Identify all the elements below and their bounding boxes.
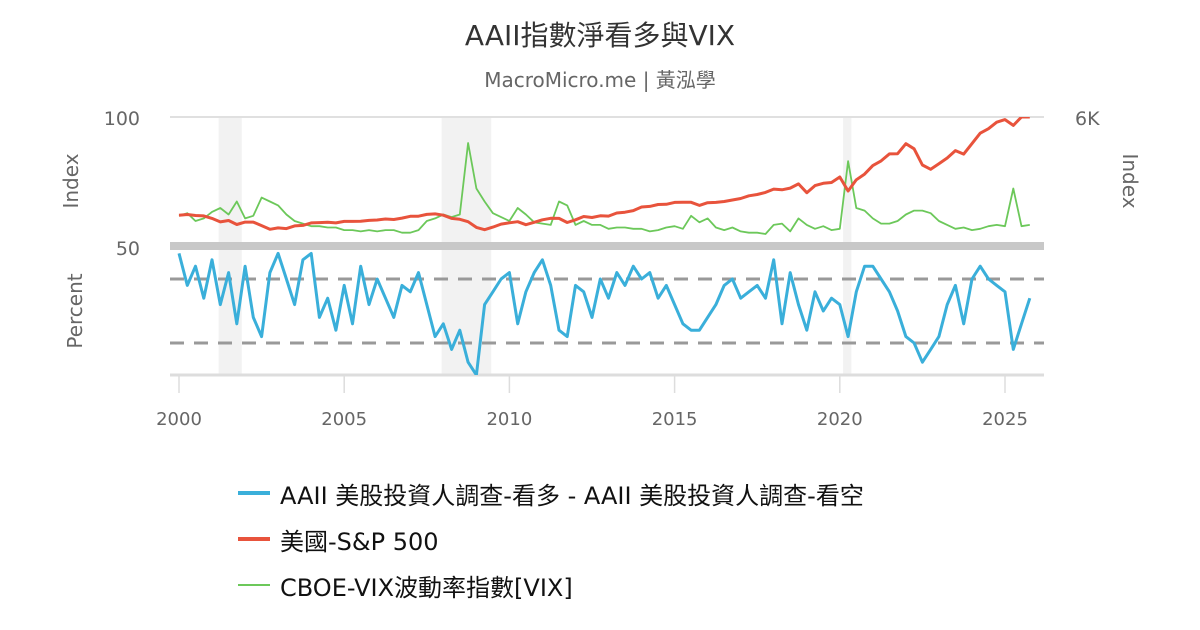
lower-axis-tick-50: 50 — [116, 238, 140, 260]
x-tick-label-2010: 2010 — [486, 409, 532, 430]
chart-title: AAII指數淨看多與VIX — [464, 19, 736, 52]
x-tick-label-2025: 2025 — [982, 409, 1028, 430]
legend-swatch-green — [238, 584, 270, 586]
right-axis-tick-6k: 6K — [1075, 108, 1100, 130]
right-axis-title-index: Index — [1118, 153, 1142, 208]
legend-item-sp500[interactable]: 美國-S&P 500 — [238, 516, 864, 562]
x-tick-label-2015: 2015 — [652, 409, 698, 430]
legend-label: AAII 美股投資人調查-看多 - AAII 美股投資人調查-看空 — [280, 481, 864, 510]
chart-subtitle: MacroMicro.me | 黃泓學 — [484, 68, 716, 92]
vix-line — [178, 142, 1030, 235]
legend-label: 美國-S&P 500 — [280, 527, 439, 556]
x-tick-label-2000: 2000 — [156, 409, 202, 430]
sp500-line — [178, 117, 1030, 232]
left-axis-tick-100: 100 — [104, 108, 140, 130]
legend-item-vix[interactable]: CBOE-VIX波動率指數[VIX] — [238, 562, 864, 608]
panel-divider — [170, 242, 1044, 250]
legend-swatch-red — [238, 537, 270, 541]
legend-label: CBOE-VIX波動率指數[VIX] — [280, 573, 573, 602]
x-tick-label-2020: 2020 — [817, 409, 863, 430]
legend-swatch-blue — [238, 491, 270, 495]
aaii-spread-line — [177, 251, 1032, 375]
left-axis-title-index: Index — [59, 153, 83, 208]
legend-item-aaii-spread[interactable]: AAII 美股投資人調查-看多 - AAII 美股投資人調查-看空 — [238, 470, 864, 516]
lower-axis-title-percent: Percent — [63, 273, 87, 348]
legend: AAII 美股投資人調查-看多 - AAII 美股投資人調查-看空 美國-S&P… — [238, 470, 864, 608]
x-tick-label-2005: 2005 — [321, 409, 367, 430]
